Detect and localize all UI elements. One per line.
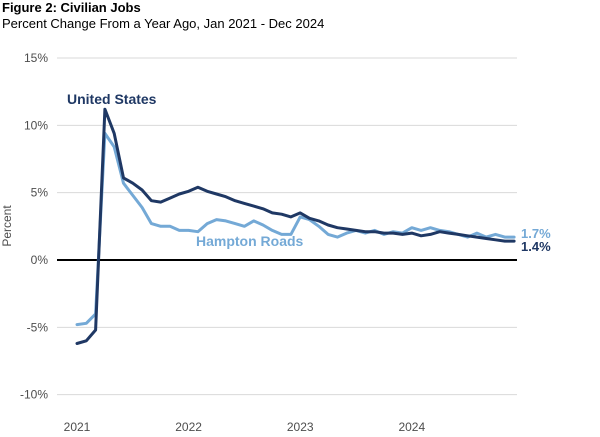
x-tick-label: 2021 — [64, 420, 91, 434]
united-states-series-label: United States — [67, 91, 157, 107]
united-states-series-line — [75, 107, 516, 345]
hampton-roads-series-label: Hampton Roads — [196, 233, 304, 249]
x-tick-label: 2022 — [175, 420, 202, 434]
x-tick-label: 2024 — [398, 420, 425, 434]
y-axis-title: Percent — [0, 205, 14, 247]
y-tick-label: 15% — [24, 51, 48, 65]
chart-title: Figure 2: Civilian Jobs — [2, 0, 141, 15]
x-tick-label: 2023 — [287, 420, 314, 434]
y-tick-label: 5% — [31, 186, 49, 200]
united-states-end-value-label: 1.4% — [521, 239, 551, 254]
hampton-roads-end-value-label: 1.7% — [521, 226, 551, 241]
hampton-roads-series-line — [75, 131, 516, 327]
y-tick-label: -10% — [20, 388, 48, 402]
y-tick-label: 10% — [24, 118, 48, 132]
y-tick-label: 0% — [31, 253, 49, 267]
chart-subtitle: Percent Change From a Year Ago, Jan 2021… — [2, 16, 325, 31]
y-tick-label: -5% — [27, 320, 49, 334]
